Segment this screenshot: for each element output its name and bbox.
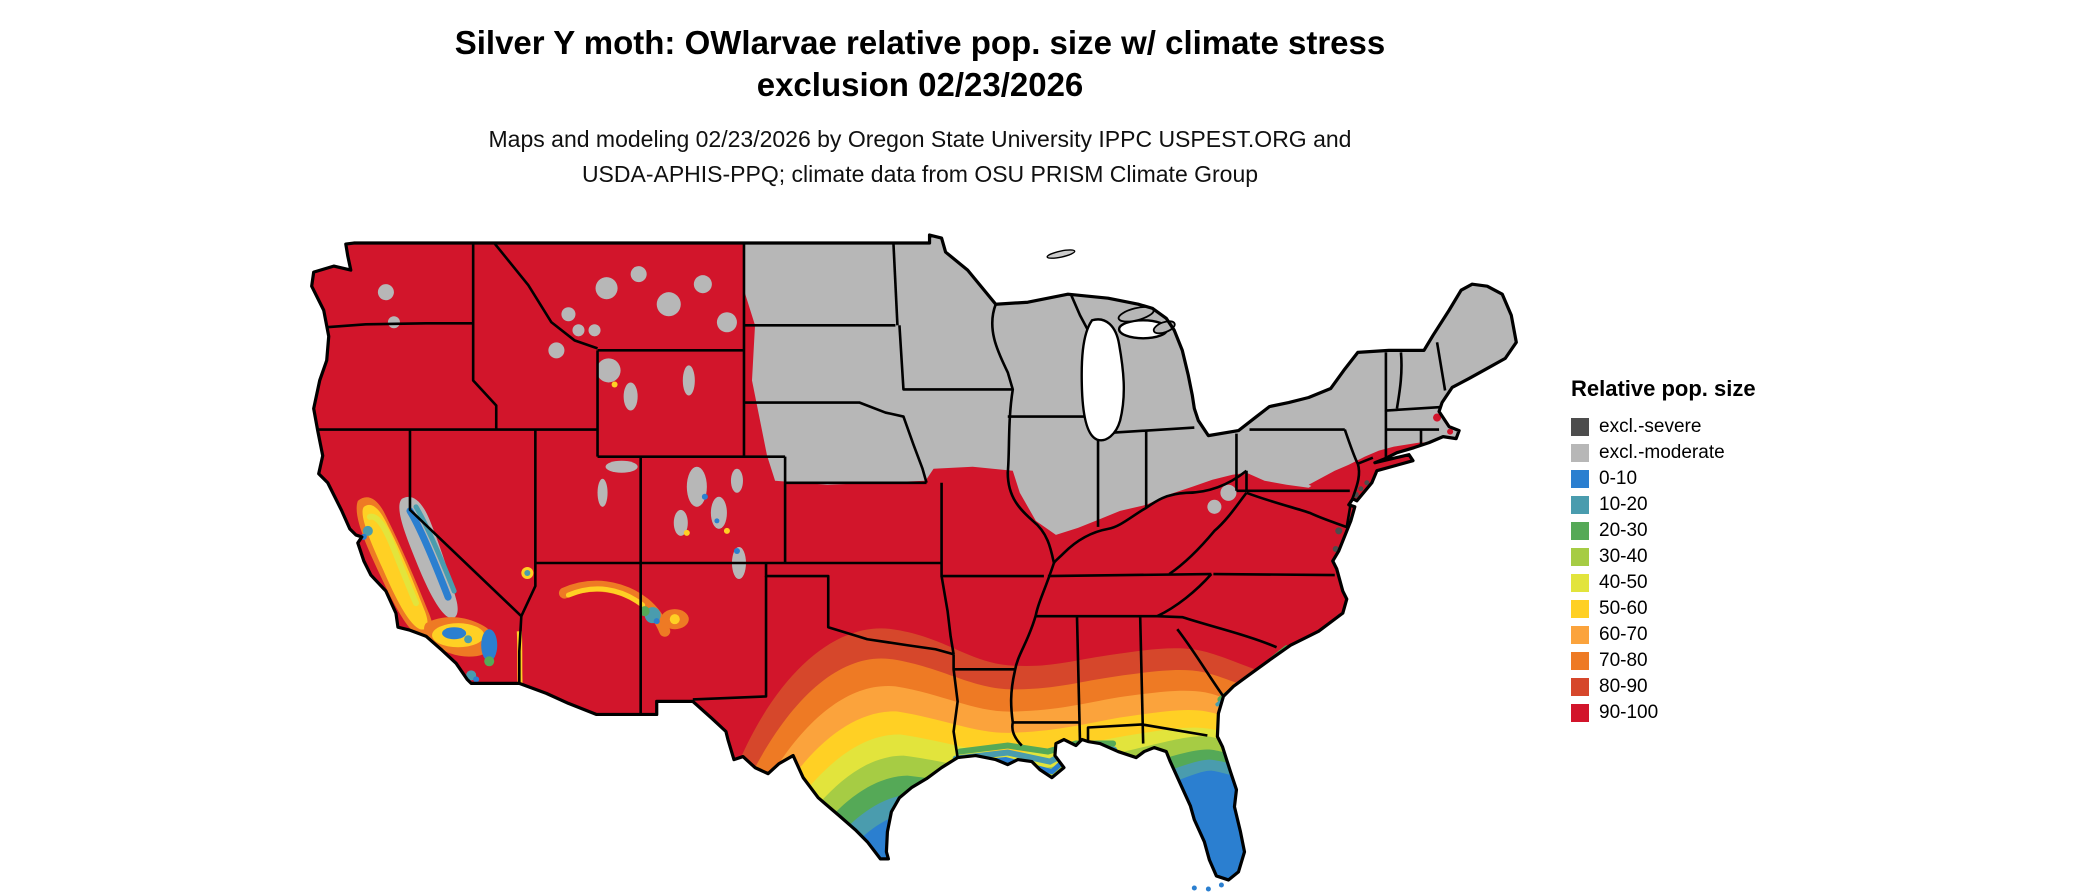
- legend-label: 90-100: [1599, 702, 1659, 723]
- legend-label: 70-80: [1599, 650, 1648, 671]
- legend-swatch-50-60: [1571, 600, 1589, 618]
- legend-swatch-40-50: [1571, 574, 1589, 592]
- legend-title: Relative pop. size: [1571, 376, 1756, 401]
- legend-label: 60-70: [1599, 624, 1648, 645]
- legend-swatch-0-10: [1571, 470, 1589, 488]
- legend-label: 40-50: [1599, 572, 1648, 593]
- legend-item: 20-30: [1571, 518, 1756, 544]
- legend-label: 0-10: [1599, 468, 1638, 489]
- legend-swatch-90-100: [1571, 704, 1589, 722]
- subtitle-line2: USDA-APHIS-PPQ; climate data from OSU PR…: [581, 160, 1259, 187]
- state-borders: [311, 242, 1450, 758]
- us-outline: [310, 233, 1518, 882]
- legend-swatch-excl-severe: [1571, 418, 1589, 436]
- legend-item: 50-60: [1571, 596, 1756, 622]
- legend-swatch-30-40: [1571, 548, 1589, 566]
- subtitle-line1: Maps and modeling 02/23/2026 by Oregon S…: [488, 126, 1352, 153]
- great-lakes: [1080, 318, 1169, 442]
- legend: Relative pop. size excl.-severe excl.-mo…: [1571, 376, 1756, 726]
- legend-item: 60-70: [1571, 622, 1756, 648]
- map-header: Silver Y moth: OWlarvae relative pop. si…: [0, 22, 1840, 191]
- legend-label: 50-60: [1599, 598, 1648, 619]
- legend-swatch-10-20: [1571, 496, 1589, 514]
- legend-item: excl.-severe: [1571, 414, 1756, 440]
- page-title-line1: Silver Y moth: OWlarvae relative pop. si…: [454, 24, 1386, 61]
- legend-item: 40-50: [1571, 570, 1756, 596]
- legend-swatch-60-70: [1571, 626, 1589, 644]
- us-map-container: [305, 230, 1530, 892]
- legend-label: 30-40: [1599, 546, 1648, 567]
- legend-item: 80-90: [1571, 674, 1756, 700]
- legend-label: excl.-moderate: [1599, 442, 1725, 463]
- legend-item: 0-10: [1571, 466, 1756, 492]
- exclusion-mountain-patches: [377, 266, 1237, 580]
- map-subtitle: Maps and modeling 02/23/2026 by Oregon S…: [0, 122, 1840, 191]
- us-map: [310, 233, 1518, 892]
- legend-swatch-excl-moderate: [1571, 444, 1589, 462]
- legend-item: 90-100: [1571, 700, 1756, 726]
- legend-swatch-20-30: [1571, 522, 1589, 540]
- legend-item: excl.-moderate: [1571, 440, 1756, 466]
- legend-label: 20-30: [1599, 520, 1648, 541]
- legend-item: 10-20: [1571, 492, 1756, 518]
- florida-keys: [1191, 882, 1224, 892]
- legend-item: 30-40: [1571, 544, 1756, 570]
- legend-swatch-80-90: [1571, 678, 1589, 696]
- legend-swatch-70-80: [1571, 652, 1589, 670]
- california-southwest-detail: [356, 381, 740, 690]
- legend-label: excl.-severe: [1599, 416, 1702, 437]
- legend-label: 80-90: [1599, 676, 1648, 697]
- legend-item: 70-80: [1571, 648, 1756, 674]
- page-title-line2: exclusion 02/23/2026: [756, 66, 1084, 104]
- legend-label: 10-20: [1599, 494, 1648, 515]
